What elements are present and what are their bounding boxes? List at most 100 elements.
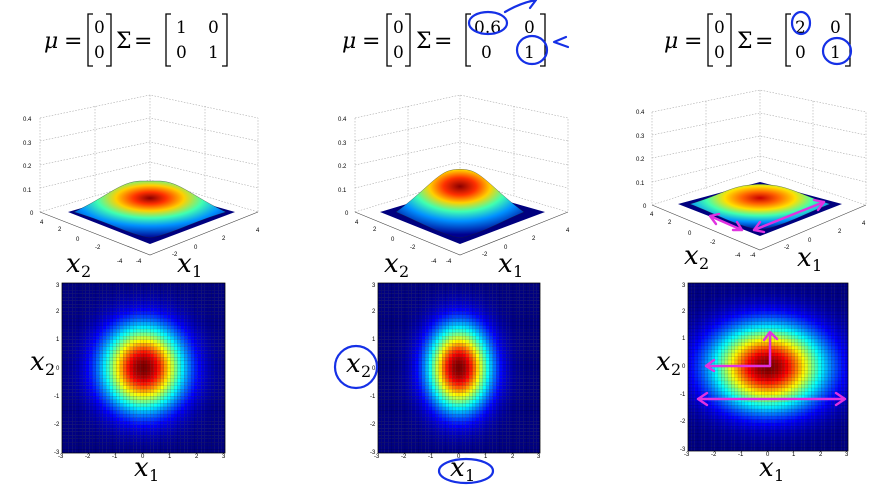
heatmap-cell [506,318,510,323]
heatmap-cell [194,307,199,312]
heatmap-cell [462,364,466,369]
x-tick: 3 [537,454,541,460]
heatmap-cell [475,371,480,376]
heatmap-cell [435,424,439,429]
heatmap-cell [163,318,168,323]
z-tick: 0 [643,204,647,210]
z-tick: 0.2 [338,164,347,170]
heatmap-cell [381,336,385,340]
heatmap-cell [201,346,205,351]
heatmap-cell [526,389,531,393]
heatmap-cell [184,392,188,397]
right-tick: -2 [784,245,790,251]
heatmap-cell [102,389,107,393]
heatmap-cell [408,442,412,447]
heatmap-cell [519,286,524,291]
heatmap-cell [150,304,154,308]
heatmap-cell [78,314,83,319]
heatmap-cell [75,332,80,337]
heatmap-cell [177,431,182,436]
heatmap-cell [526,410,531,415]
heatmap-cell [207,346,212,351]
heatmap-cell [523,392,527,397]
heatmap-cell [143,389,148,393]
heatmap-cell [92,328,97,333]
heatmap-cell [404,346,409,351]
heatmap-cell [119,367,124,372]
heatmap-cell [153,410,158,415]
heatmap-cell [512,300,517,305]
right-tick: 4 [256,228,260,234]
heatmap-cell [129,364,134,369]
heatmap-cell [129,406,134,411]
heatmap-cell [489,353,493,358]
heatmap-cell [102,431,107,436]
heatmap-cell [92,417,97,422]
heatmap-cell [415,332,419,337]
heatmap-cell [442,353,446,358]
heatmap-cell [143,325,148,330]
heatmap-cell [398,328,402,333]
heatmap-cell [435,410,439,415]
heatmap-cell [133,421,137,425]
heatmap-cell [462,318,466,323]
heatmap-cell [119,392,124,397]
y-tick: -2 [54,422,60,428]
heatmap-cell [697,440,702,445]
heatmap-cell [214,286,219,291]
base-axes [39,211,259,256]
heatmap-cell [418,385,423,390]
heatmap-cell [482,378,487,383]
heatmap-cell [95,445,100,450]
heatmap-cell [92,382,97,386]
heatmap-cell [167,297,171,301]
heatmap-cell [160,435,165,440]
heatmap-cell [167,406,171,411]
heatmap-cell [526,403,531,408]
heatmap-cell [150,435,154,440]
heatmap-cell [82,442,86,447]
heatmap-cell [106,378,110,383]
heatmap-cell [411,343,416,347]
heatmap-cell [119,300,124,305]
heatmap-cell [388,378,392,383]
heatmap-cell [61,282,66,287]
heatmap-cell [529,424,534,429]
heatmap-cell [102,449,107,454]
heatmap-cell [408,300,412,305]
heatmap-cell [78,392,83,397]
heatmap-cell [465,435,470,440]
heatmap-cell [143,360,148,365]
heatmap-cell [139,438,144,443]
heatmap-cell [153,357,158,362]
heatmap-cell [170,318,175,323]
heatmap-cell [442,339,446,344]
heatmap-cell [455,339,460,344]
heatmap-cell [68,346,73,351]
heatmap-cell [445,336,450,340]
heatmap-cell [92,353,97,358]
heatmap-cell [78,371,83,376]
heatmap-cell [694,366,699,371]
heatmap-cell [146,353,151,358]
heatmap-cell [95,311,100,316]
heatmap-cell [116,328,120,333]
heatmap-cell [109,374,114,379]
heatmap-cell [465,314,470,319]
heatmap-cell [119,321,124,326]
panel-1: μ = 0 0 Σ = 1 0 0 1 0.4 0.3 0.2 0.1 0 [23,13,260,485]
heatmap-cell [391,389,396,393]
heatmap-cell [391,346,396,351]
heatmap-cell [479,328,483,333]
heatmap-cell [156,392,161,397]
heatmap-cell [381,371,385,376]
heatmap-cell [381,304,385,308]
heatmap-cell [68,339,73,344]
heatmap-cell [411,378,416,383]
heatmap-cell [82,378,86,383]
heatmap-cell [99,385,103,390]
heatmap-cell [72,417,76,422]
heatmap-cell [139,435,144,440]
heatmap-cell [448,428,453,432]
heatmap-cell [452,357,456,362]
